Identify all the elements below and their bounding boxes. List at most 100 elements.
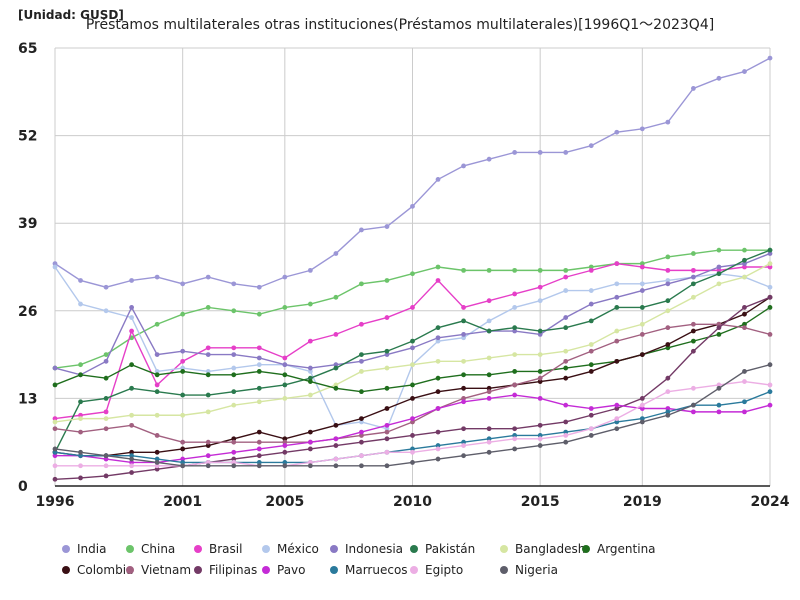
data-point — [78, 453, 83, 459]
data-point — [639, 281, 645, 287]
data-point — [359, 439, 364, 445]
data-point — [742, 311, 747, 317]
data-point — [307, 375, 313, 381]
data-point — [435, 358, 441, 364]
data-point — [563, 429, 569, 435]
data-point — [231, 365, 237, 371]
data-point — [180, 369, 186, 374]
data-point — [512, 436, 518, 442]
data-point — [78, 475, 83, 481]
data-point — [359, 358, 364, 364]
data-point — [486, 396, 492, 401]
data-point — [384, 422, 390, 428]
data-point — [435, 177, 441, 182]
data-point — [486, 385, 492, 391]
legend-item: Bangladesh — [500, 542, 585, 556]
data-point — [78, 399, 83, 405]
legend-item: Filipinas — [194, 563, 257, 577]
data-point — [78, 372, 83, 378]
data-point — [384, 365, 390, 371]
data-point — [486, 267, 492, 273]
data-point — [588, 264, 594, 270]
y-tick-label: 26 — [18, 304, 37, 320]
data-point — [231, 389, 237, 395]
series-marruecos — [52, 389, 773, 465]
data-point — [665, 412, 671, 418]
legend-item: Vietnam — [126, 563, 191, 577]
data-point — [461, 318, 466, 324]
data-point — [307, 338, 313, 344]
data-point — [410, 345, 415, 351]
data-point — [537, 284, 543, 290]
data-point — [486, 318, 492, 324]
data-point — [639, 331, 645, 337]
data-point — [742, 264, 747, 270]
data-point — [410, 449, 415, 455]
data-point — [614, 416, 620, 422]
data-point — [461, 396, 466, 401]
data-point — [537, 298, 543, 304]
data-point — [52, 419, 58, 425]
x-tick-label: 2015 — [521, 494, 560, 510]
data-point — [384, 348, 390, 354]
data-point — [563, 433, 569, 438]
data-point — [690, 267, 696, 273]
data-point — [742, 69, 747, 74]
data-point — [359, 227, 364, 233]
y-tick-label: 52 — [18, 129, 37, 145]
data-point — [742, 305, 747, 310]
data-point — [665, 389, 671, 395]
data-point — [205, 453, 211, 459]
data-point — [180, 311, 186, 317]
data-point — [512, 392, 518, 398]
data-point — [333, 294, 339, 300]
data-point — [333, 365, 339, 371]
data-point — [180, 365, 186, 371]
data-point — [154, 382, 160, 388]
x-tick-label: 1996 — [36, 494, 75, 510]
data-point — [154, 449, 160, 455]
data-point — [614, 305, 620, 310]
data-point — [103, 453, 109, 459]
data-point — [307, 369, 313, 374]
data-point — [639, 406, 645, 411]
data-point — [461, 453, 466, 459]
data-point — [512, 382, 518, 388]
legend-swatch — [62, 566, 70, 574]
data-point — [205, 443, 211, 448]
legend-swatch — [194, 566, 202, 574]
data-point — [461, 267, 466, 273]
data-point — [435, 325, 441, 331]
data-point — [231, 463, 237, 469]
data-point — [537, 422, 543, 428]
series-argentina — [52, 305, 773, 395]
data-point — [665, 254, 671, 260]
data-point — [690, 86, 696, 91]
data-point — [563, 348, 569, 354]
data-point — [129, 315, 135, 320]
data-point — [690, 251, 696, 256]
data-point — [205, 463, 211, 469]
data-point — [52, 264, 58, 270]
data-point — [537, 369, 543, 374]
data-point — [359, 352, 364, 357]
data-point — [307, 267, 313, 273]
data-point — [154, 352, 160, 357]
data-point — [231, 372, 237, 378]
data-point — [486, 355, 492, 361]
data-point — [410, 433, 415, 438]
data-point — [78, 362, 83, 368]
data-point — [180, 460, 186, 465]
data-point — [103, 473, 109, 479]
data-point — [639, 305, 645, 310]
data-point — [231, 456, 237, 462]
legend-label: Nigeria — [515, 563, 558, 577]
data-point — [205, 274, 211, 280]
data-point — [180, 439, 186, 445]
data-point — [665, 278, 671, 283]
data-point — [614, 358, 620, 364]
data-point — [767, 251, 773, 256]
data-point — [231, 345, 237, 351]
unit-label: [Unidad: GUSD] — [18, 8, 124, 22]
legend-label: Bangladesh — [515, 542, 586, 556]
